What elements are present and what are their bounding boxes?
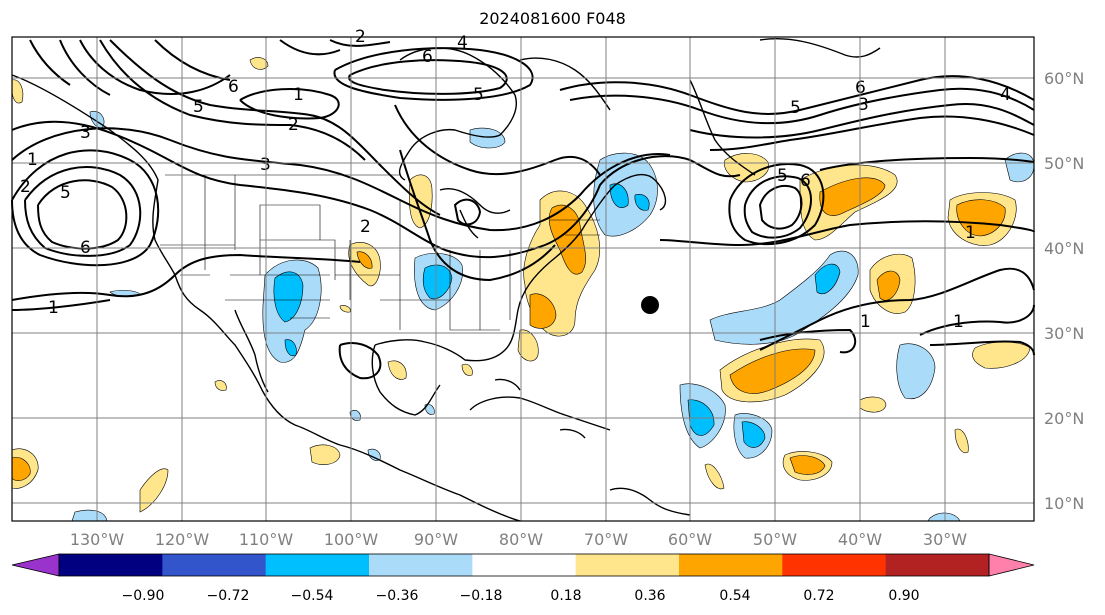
lat-label: 40°N: [1044, 239, 1084, 258]
contour-label: 6: [228, 77, 239, 97]
lat-label: 10°N: [1044, 494, 1084, 513]
contour-label: 5: [777, 166, 788, 186]
contour-label: 6: [800, 171, 811, 191]
storm-marker: [641, 296, 659, 314]
lon-label: 80°W: [499, 530, 543, 549]
colorbar-segment: [885, 554, 990, 576]
geopotential-contours: [11, 39, 1035, 380]
lat-label: 60°N: [1044, 69, 1084, 88]
lon-label: 90°W: [414, 530, 458, 549]
map-frame: [11, 36, 1035, 522]
contour-label: 5: [790, 98, 801, 118]
coastlines: [11, 37, 881, 522]
contour-label: 3: [80, 123, 91, 143]
lon-label: 130°W: [70, 530, 125, 549]
colorbar-tick-label: −0.54: [291, 588, 334, 604]
contour-label: 5: [193, 97, 204, 117]
contour-label: 5: [60, 183, 71, 203]
contour-label: 1: [965, 223, 976, 243]
contour-label: 2: [288, 115, 299, 135]
lon-label: 30°W: [923, 530, 967, 549]
colorbar-segment: [369, 554, 473, 576]
contour-label: 4: [457, 33, 468, 53]
contour-labels: 1 2 3 4 5 6 1 2 3 5 6 1 2 5 6 5 6 3 4 1 …: [20, 27, 1011, 332]
contour-label: 5: [473, 85, 484, 105]
map-title: 2024081600 F048: [479, 9, 626, 28]
colorbar-segment: [162, 554, 267, 576]
colorbar-tick-label: 0.54: [719, 588, 750, 604]
colorbar-segment: [265, 554, 370, 576]
lat-label: 30°N: [1044, 324, 1084, 343]
colorbar: [11, 553, 1035, 577]
graticule: [12, 37, 1034, 521]
colorbar-tick-label: 0.18: [550, 588, 581, 604]
longitude-labels: 130°W 120°W 110°W 100°W 90°W 80°W 70°W 6…: [70, 530, 967, 549]
colorbar-segment: [782, 554, 887, 576]
contour-label: 1: [293, 85, 304, 105]
colorbar-segment: [472, 554, 577, 576]
colorbar-extend-min: [11, 553, 60, 577]
colorbar-tick-label: 0.90: [888, 588, 919, 604]
colorbar-tick-label: −0.90: [122, 588, 165, 604]
lon-label: 110°W: [239, 530, 294, 549]
colorbar-outline: [58, 553, 990, 577]
lat-label: 50°N: [1044, 154, 1084, 173]
contour-label: 3: [260, 155, 271, 175]
contour-label: 3: [858, 95, 869, 115]
lon-label: 120°W: [155, 530, 210, 549]
lon-label: 60°W: [668, 530, 712, 549]
political-borders: [160, 174, 600, 331]
lon-label: 70°W: [584, 530, 628, 549]
contour-label: 1: [953, 312, 964, 332]
colorbar-tick-label: −0.72: [207, 588, 250, 604]
lon-label: 100°W: [324, 530, 379, 549]
contour-label: 1: [860, 312, 871, 332]
contour-label: 2: [360, 217, 371, 237]
contour-label: 1: [48, 298, 59, 318]
contour-label: 1: [27, 150, 38, 170]
latitude-labels: 60°N 50°N 40°N 30°N 20°N 10°N: [1044, 69, 1084, 513]
colorbar-extend-max: [988, 553, 1035, 577]
colorbar-tick-label: 0.36: [634, 588, 665, 604]
colorbar-segment: [679, 554, 783, 576]
colorbar-segment: [575, 554, 680, 576]
colorbar-tick-label: −0.36: [376, 588, 419, 604]
lat-label: 20°N: [1044, 409, 1084, 428]
contour-label: 6: [422, 47, 433, 67]
colorbar-labels: −0.90 −0.72 −0.54 −0.36 −0.18 0.18 0.36 …: [122, 588, 920, 604]
lon-label: 50°W: [753, 530, 797, 549]
lon-label: 40°W: [838, 530, 882, 549]
colorbar-tick-label: −0.18: [460, 588, 503, 604]
contour-label: 2: [20, 177, 31, 197]
colorbar-segment: [59, 554, 163, 576]
contour-label: 4: [1000, 85, 1011, 105]
colorbar-tick-label: 0.72: [803, 588, 834, 604]
